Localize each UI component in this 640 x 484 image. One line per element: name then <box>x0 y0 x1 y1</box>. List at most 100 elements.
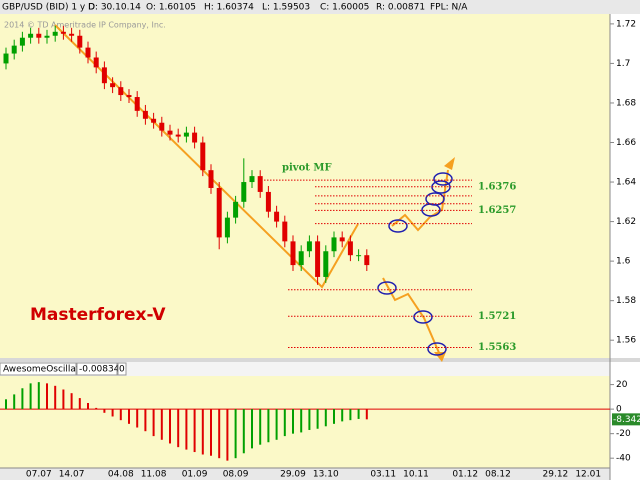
oscillator-signal: 0 <box>119 365 125 375</box>
candle-body <box>216 187 222 238</box>
arrow-head <box>444 157 455 170</box>
y-tick-label: 1.62 <box>616 217 636 227</box>
level-label: 1.5721 <box>478 311 516 322</box>
header-range: R: 0.00871 <box>376 3 425 13</box>
level-label: 1.6376 <box>478 181 516 192</box>
candle-body <box>151 118 157 123</box>
x-tick-label: 14.07 <box>59 470 85 480</box>
candle-body <box>167 130 173 135</box>
symbol: GBP/USD (BID) 1 y D <box>2 3 95 13</box>
x-axis-strip <box>0 468 610 480</box>
candle-body <box>85 47 91 58</box>
candle-body <box>200 142 206 171</box>
brand-label: Masterforex-V <box>30 305 166 325</box>
candle-body <box>282 221 288 242</box>
y-tick-label: 1.64 <box>616 178 636 188</box>
y-tick-label: 1.68 <box>616 98 636 108</box>
candle-body <box>192 132 198 143</box>
oscillator-header <box>0 362 610 376</box>
x-tick-label: 12.01 <box>575 470 601 480</box>
candle-body <box>52 31 58 36</box>
candle-body <box>306 241 312 252</box>
candle-body <box>77 35 83 48</box>
marker <box>413 310 433 324</box>
candle-body <box>28 33 34 38</box>
candle-body <box>159 122 165 131</box>
y-tick-label: -40 <box>616 454 631 464</box>
header-high: H: 1.60374 <box>204 3 254 13</box>
header-open: O: 1.60105 <box>146 3 196 13</box>
candle-body <box>339 237 345 242</box>
header-bar <box>0 0 640 14</box>
y-tick-label: 1.56 <box>616 336 636 346</box>
marker <box>427 342 447 356</box>
candle-body <box>36 33 42 38</box>
candle-body <box>19 37 25 46</box>
candle-body <box>265 191 271 212</box>
label-box <box>117 362 127 376</box>
candle-body <box>183 132 189 137</box>
candle-body <box>175 134 181 137</box>
candle-body <box>249 176 255 183</box>
label-box <box>76 362 118 376</box>
x-tick-label: 07.07 <box>26 470 52 480</box>
x-tick-label: 08.09 <box>223 470 249 480</box>
watermark: 2014 © TD Ameritrade IP Company, Inc. <box>4 21 166 30</box>
panel-divider <box>0 358 640 362</box>
candle-body <box>208 170 214 188</box>
y-tick-label: 1.58 <box>616 296 636 306</box>
marker <box>377 281 397 295</box>
header-close: C: 1.60005 <box>320 3 369 13</box>
x-tick-label: 04.08 <box>108 470 134 480</box>
annotation: pivot MF <box>282 163 332 174</box>
oscillator-current: -0.008342 <box>79 365 125 375</box>
x-tick-label: 13.10 <box>313 470 339 480</box>
candle-body <box>233 201 239 218</box>
label-box <box>0 362 77 376</box>
candle-body <box>134 97 140 111</box>
marker <box>388 219 408 233</box>
x-tick-label: 29.09 <box>280 470 306 480</box>
candle-body <box>101 67 107 84</box>
x-tick-label: 08.12 <box>485 470 511 480</box>
candle-body <box>298 251 304 266</box>
candle-body <box>241 182 247 202</box>
y-tick-label: 1.72 <box>616 19 636 29</box>
y-tick-label: -20 <box>616 429 631 439</box>
x-tick-label: 01.12 <box>452 470 478 480</box>
level-label: 1.6257 <box>478 205 516 216</box>
value-tag-label: -8.342 <box>613 415 640 425</box>
candle-body <box>126 95 132 98</box>
x-tick-label: 11.08 <box>141 470 167 480</box>
candle-body <box>44 35 50 38</box>
y-tick-label: 1.66 <box>616 138 636 148</box>
candle-body <box>290 241 296 266</box>
level-label: 1.5563 <box>478 342 516 353</box>
x-tick-label: 29.12 <box>543 470 569 480</box>
header-date: D: 30.10.14 <box>88 3 141 13</box>
candle-body <box>315 241 321 277</box>
candle-body <box>118 87 124 96</box>
x-tick-label: 10.11 <box>403 470 429 480</box>
marker <box>433 172 453 186</box>
candle-body <box>356 255 362 257</box>
candle-body <box>364 255 370 266</box>
candle-body <box>331 237 337 252</box>
value-tag <box>612 413 640 426</box>
candle-body <box>69 33 75 36</box>
x-tick-label: 01.09 <box>182 470 208 480</box>
candle-body <box>142 110 148 119</box>
header-fpl: FPL: N/A <box>430 3 468 13</box>
x-tick-label: 03.11 <box>370 470 396 480</box>
candle-body <box>347 241 353 256</box>
candle-body <box>110 83 116 88</box>
marker <box>421 203 441 217</box>
candle-body <box>3 53 9 64</box>
candle-body <box>11 45 17 54</box>
header-low: L: 1.59503 <box>262 3 310 13</box>
candle-body <box>224 217 230 238</box>
y-tick-label: 1.6 <box>616 257 631 267</box>
y-tick-label: 0 <box>616 405 622 415</box>
y-tick-label: 1.7 <box>616 59 630 69</box>
